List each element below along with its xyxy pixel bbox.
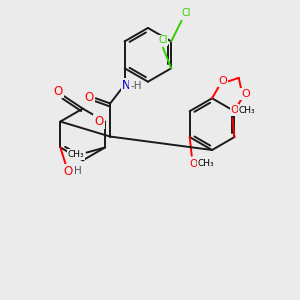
Text: O: O [53,85,63,98]
Text: H: H [74,166,82,176]
Text: O: O [190,159,198,169]
Text: O: O [219,76,227,86]
Text: -H: -H [130,81,142,91]
Text: CH₃: CH₃ [238,106,255,115]
Text: O: O [241,89,250,99]
Text: O: O [94,115,104,128]
Text: O: O [85,91,94,104]
Text: O: O [63,165,72,178]
Text: Cl: Cl [182,8,191,18]
Text: O: O [230,105,238,115]
Text: CH₃: CH₃ [68,150,85,159]
Text: CH₃: CH₃ [198,160,214,169]
Text: Cl: Cl [158,35,168,45]
Text: N: N [122,80,131,92]
